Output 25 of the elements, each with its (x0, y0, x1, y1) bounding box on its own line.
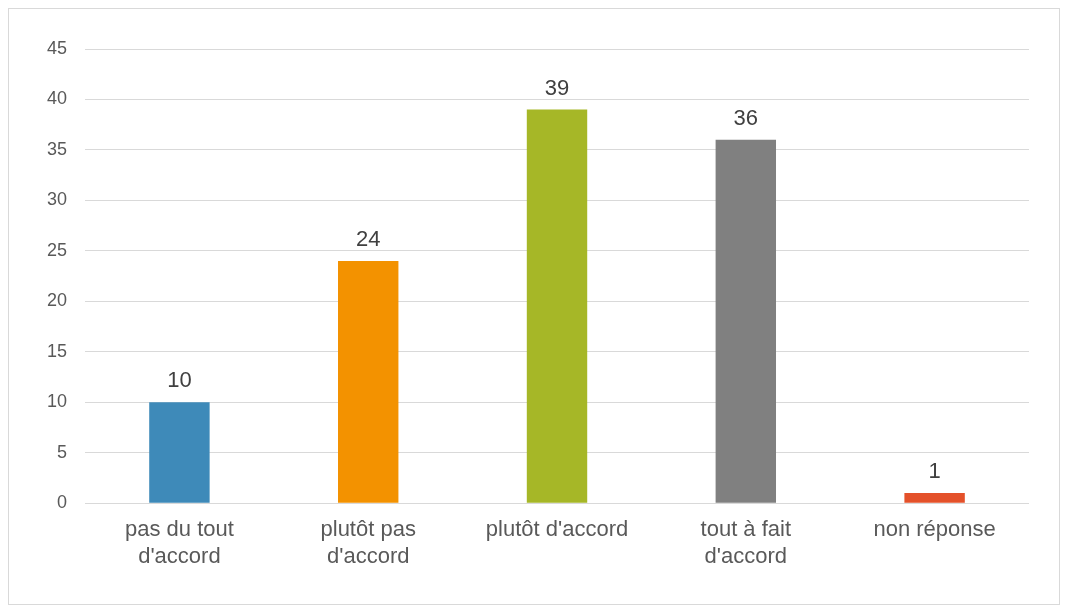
y-tick-label: 40 (46, 88, 68, 109)
data-label: 10 (167, 367, 192, 393)
y-tick-label: 0 (57, 492, 68, 513)
y-tick-label: 15 (46, 340, 68, 361)
y-tick-label: 5 (57, 441, 68, 462)
data-label: 1 (928, 458, 941, 484)
x-tick-label: plutôt pas d'accord (320, 516, 416, 568)
data-label: 39 (544, 74, 570, 100)
x-tick-label: plutôt d'accord (485, 516, 629, 542)
y-tick-label: 25 (46, 239, 68, 260)
y-tick-label: 30 (46, 189, 68, 210)
y-tick-label: 45 (46, 37, 68, 58)
y-tick-label: 20 (46, 290, 68, 311)
bar (526, 109, 588, 503)
y-tick-label: 10 (46, 391, 68, 412)
data-label: 36 (733, 104, 759, 130)
y-tick-label: 35 (46, 138, 68, 159)
bar (338, 260, 399, 503)
x-tick-label: pas du tout d'accord (124, 516, 234, 568)
bar (149, 402, 210, 503)
x-tick-label: tout à fait d'accord (700, 516, 792, 568)
bar (904, 493, 965, 503)
bar (715, 139, 777, 503)
x-tick-label: non réponse (873, 516, 996, 542)
data-label: 24 (355, 226, 381, 252)
